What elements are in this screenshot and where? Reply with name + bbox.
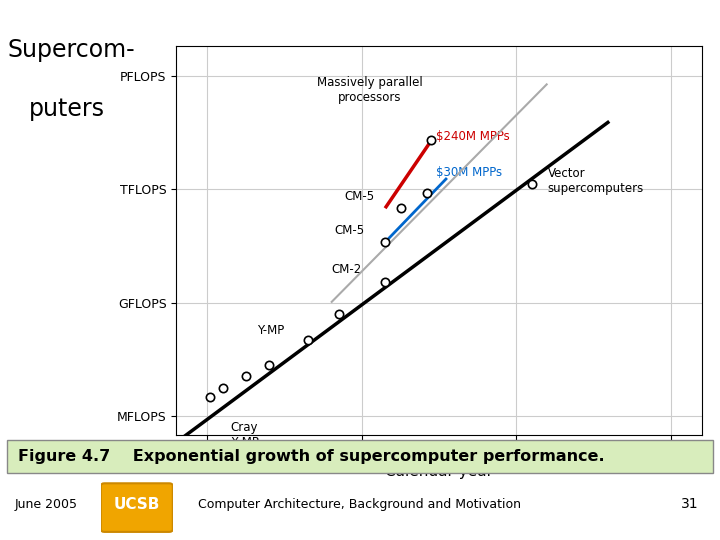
Text: CM-5: CM-5: [344, 190, 374, 202]
X-axis label: Calendar year: Calendar year: [385, 464, 493, 479]
Text: CM-2: CM-2: [332, 263, 362, 276]
Text: Computer Architecture, Background and Motivation: Computer Architecture, Background and Mo…: [199, 498, 521, 511]
Text: Cray
X-MP: Cray X-MP: [230, 422, 259, 449]
FancyBboxPatch shape: [7, 440, 713, 472]
Text: Massively parallel
processors: Massively parallel processors: [317, 76, 423, 104]
Text: June 2005: June 2005: [14, 498, 78, 511]
Text: Vector
supercomputers: Vector supercomputers: [547, 167, 644, 195]
Text: Supercom-: Supercom-: [7, 38, 135, 62]
FancyBboxPatch shape: [101, 483, 173, 532]
Text: puters: puters: [29, 97, 105, 121]
Text: CM-5: CM-5: [335, 224, 365, 237]
Text: UCSB: UCSB: [114, 497, 160, 512]
Text: 31: 31: [681, 497, 698, 511]
Text: $30M MPPs: $30M MPPs: [436, 166, 503, 179]
Text: Figure 4.7    Exponential growth of supercomputer performance.: Figure 4.7 Exponential growth of superco…: [18, 449, 604, 464]
Text: Y-MP: Y-MP: [257, 323, 284, 336]
Text: $240M MPPs: $240M MPPs: [436, 130, 510, 143]
